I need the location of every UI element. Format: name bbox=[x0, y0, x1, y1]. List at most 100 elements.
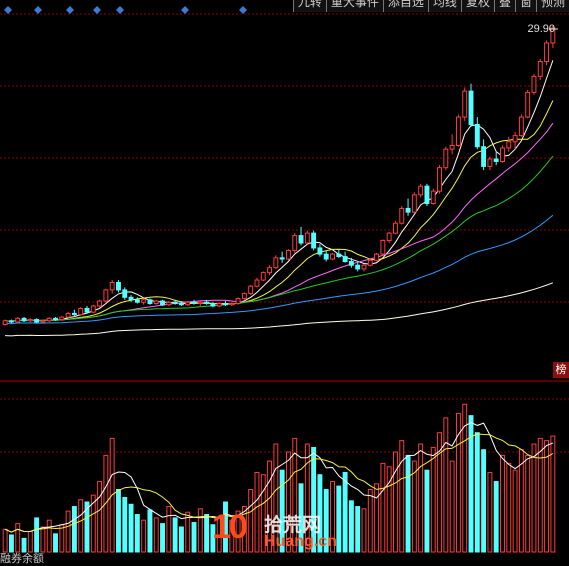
candle-body bbox=[34, 319, 40, 323]
volume-bar bbox=[34, 517, 40, 553]
indicator-label: 融券余额 bbox=[0, 552, 44, 565]
candle-body bbox=[311, 232, 317, 249]
candle-body bbox=[160, 300, 165, 306]
candle-body bbox=[468, 90, 474, 125]
volume-bar bbox=[235, 510, 241, 553]
volume-bar bbox=[292, 437, 298, 553]
candle-body bbox=[116, 282, 121, 291]
candle-body bbox=[487, 158, 493, 167]
candle-body bbox=[544, 42, 550, 63]
candle-body bbox=[216, 302, 222, 307]
candle-body bbox=[109, 282, 115, 291]
volume-bar bbox=[285, 451, 291, 553]
volume-bar bbox=[525, 454, 531, 553]
candle-body bbox=[380, 240, 386, 255]
candle-body bbox=[185, 301, 191, 306]
volume-bar bbox=[134, 514, 140, 553]
candle-body bbox=[342, 256, 348, 263]
ma-line-ma60 bbox=[5, 214, 554, 325]
volume-bar bbox=[493, 481, 499, 553]
max-price-label: 29.90 bbox=[527, 23, 555, 35]
candle-body bbox=[393, 222, 398, 234]
candle-body bbox=[260, 272, 266, 281]
chart-toolbar: 九转 重大事件 添自选 均线 复权 叠 窗 预测 bbox=[292, 0, 569, 14]
candle-body bbox=[304, 232, 310, 244]
volume-bar bbox=[160, 523, 165, 553]
volume-bar bbox=[474, 432, 480, 553]
candle-body bbox=[437, 167, 442, 192]
candle-body bbox=[361, 264, 367, 270]
toolbar-moving-average-button[interactable]: 均线 bbox=[427, 0, 461, 12]
volume-bar bbox=[418, 443, 424, 553]
candle-body bbox=[481, 146, 487, 167]
candle-body bbox=[386, 232, 392, 242]
volume-bar bbox=[204, 514, 210, 553]
toolbar-nine-turn-button[interactable]: 九转 bbox=[292, 0, 326, 12]
volume-bar bbox=[317, 474, 323, 553]
candle-body bbox=[267, 267, 273, 274]
volume-bar bbox=[506, 462, 512, 553]
volume-bar bbox=[342, 471, 348, 553]
volume-bar bbox=[537, 437, 543, 553]
volume-bar bbox=[46, 519, 52, 553]
candle-body bbox=[59, 316, 65, 321]
volume-bar bbox=[241, 506, 247, 553]
candle-body bbox=[298, 235, 304, 244]
volume-bar bbox=[443, 417, 449, 553]
volume-bar bbox=[386, 466, 392, 553]
toolbar-major-events-button[interactable]: 重大事件 bbox=[325, 0, 383, 12]
candle-body bbox=[418, 185, 424, 196]
volume-bar bbox=[449, 460, 455, 553]
toolbar-overlay-button[interactable]: 叠 bbox=[493, 0, 515, 12]
toolbar-window-button[interactable]: 窗 bbox=[514, 0, 536, 12]
volume-bar bbox=[116, 489, 121, 553]
volume-bar bbox=[128, 503, 134, 553]
volume-bar bbox=[59, 524, 65, 553]
candle-body bbox=[443, 148, 449, 169]
event-diamond-icon bbox=[181, 6, 189, 14]
volume-bar bbox=[2, 528, 8, 553]
candle-body bbox=[430, 190, 436, 204]
candle-body bbox=[537, 61, 543, 77]
candle-body bbox=[506, 141, 512, 149]
candle-body bbox=[223, 302, 228, 306]
volume-bar bbox=[361, 508, 367, 553]
candle-body bbox=[374, 253, 380, 261]
toolbar-forecast-button[interactable]: 预测 bbox=[535, 0, 569, 12]
volume-bar bbox=[210, 524, 216, 553]
volume-bar bbox=[399, 440, 405, 553]
volume-bar bbox=[430, 446, 436, 553]
volume-bar bbox=[437, 432, 442, 553]
candle-body bbox=[336, 253, 342, 258]
event-diamond-icon bbox=[66, 6, 74, 14]
volume-bar bbox=[298, 483, 304, 553]
volume-bar bbox=[411, 460, 417, 553]
toolbar-adjust-button[interactable]: 复权 bbox=[460, 0, 494, 12]
volume-bar bbox=[500, 454, 505, 553]
volume-bar bbox=[197, 508, 203, 553]
event-diamond-icon bbox=[93, 6, 101, 14]
volume-bar bbox=[166, 506, 172, 553]
volume-bar bbox=[323, 489, 329, 553]
volume-bar bbox=[40, 526, 46, 553]
candle-body bbox=[210, 302, 216, 307]
volume-ma-line bbox=[4, 433, 554, 533]
volume-bar bbox=[229, 519, 235, 553]
ma-line-ma30 bbox=[5, 155, 554, 322]
volume-bar bbox=[97, 481, 103, 553]
ma-line-ma5 bbox=[5, 60, 554, 322]
candle-body bbox=[254, 279, 260, 287]
candle-body bbox=[525, 91, 531, 118]
candle-body bbox=[178, 302, 184, 306]
ranking-tag[interactable]: 榜 bbox=[553, 362, 569, 378]
candle-body bbox=[197, 301, 203, 304]
volume-bar bbox=[260, 474, 266, 553]
toolbar-add-watchlist-button[interactable]: 添自选 bbox=[382, 0, 428, 12]
candle-body bbox=[462, 90, 468, 118]
volume-bar bbox=[481, 449, 487, 553]
candle-body bbox=[166, 301, 172, 306]
volume-bar bbox=[223, 501, 228, 553]
volume-bar bbox=[254, 471, 260, 553]
candle-body bbox=[367, 259, 373, 266]
